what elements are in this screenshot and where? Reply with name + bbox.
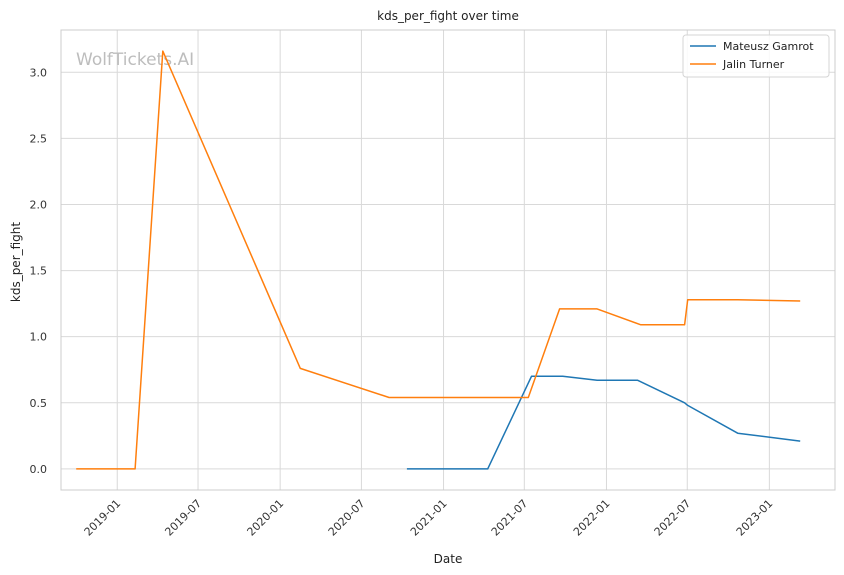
x-tick-label: 2022-07 (652, 497, 694, 539)
plot-frame (60, 29, 836, 491)
y-tick-label: 0.5 (30, 397, 48, 410)
x-tick-label: 2021-07 (489, 497, 531, 539)
y-axis-title: kds_per_fight (9, 222, 23, 303)
x-axis-title: Date (434, 552, 463, 566)
series-line-jalin-turner (76, 50, 801, 470)
legend-box (682, 34, 830, 78)
legend-label: Jalin Turner (722, 58, 785, 71)
watermark: WolfTickets.AI (76, 50, 194, 70)
legend-label: Mateusz Gamrot (723, 40, 814, 53)
y-tick-label: 1.0 (30, 331, 48, 344)
series-lines (76, 50, 801, 470)
x-tick-labels: 2019-01 2019-07 2020-01 2020-07 2021-01 2021-… (82, 497, 776, 539)
y-tick-label: 2.0 (30, 198, 48, 211)
x-tick-label: 2020-01 (245, 497, 287, 539)
y-tick-label: 1.5 (30, 265, 48, 278)
series-line-mateusz-gamrot (406, 375, 801, 470)
x-tick-label: 2020-07 (326, 497, 368, 539)
y-tick-label: 0.0 (30, 463, 48, 476)
legend: Mateusz Gamrot Jalin Turner (682, 34, 830, 78)
y-tick-label: 2.5 (30, 132, 48, 145)
y-tick-label: 3.0 (30, 66, 48, 79)
x-tick-label: 2019-01 (82, 497, 124, 539)
y-tick-labels: 0.0 0.5 1.0 1.5 2.0 2.5 3.0 (30, 66, 48, 476)
chart-title: kds_per_fight over time (377, 9, 519, 23)
x-tick-label: 2023-01 (734, 497, 776, 539)
x-tick-label: 2021-01 (408, 497, 450, 539)
x-tick-label: 2019-07 (162, 497, 204, 539)
grid (61, 30, 835, 490)
x-tick-label: 2022-01 (571, 497, 613, 539)
